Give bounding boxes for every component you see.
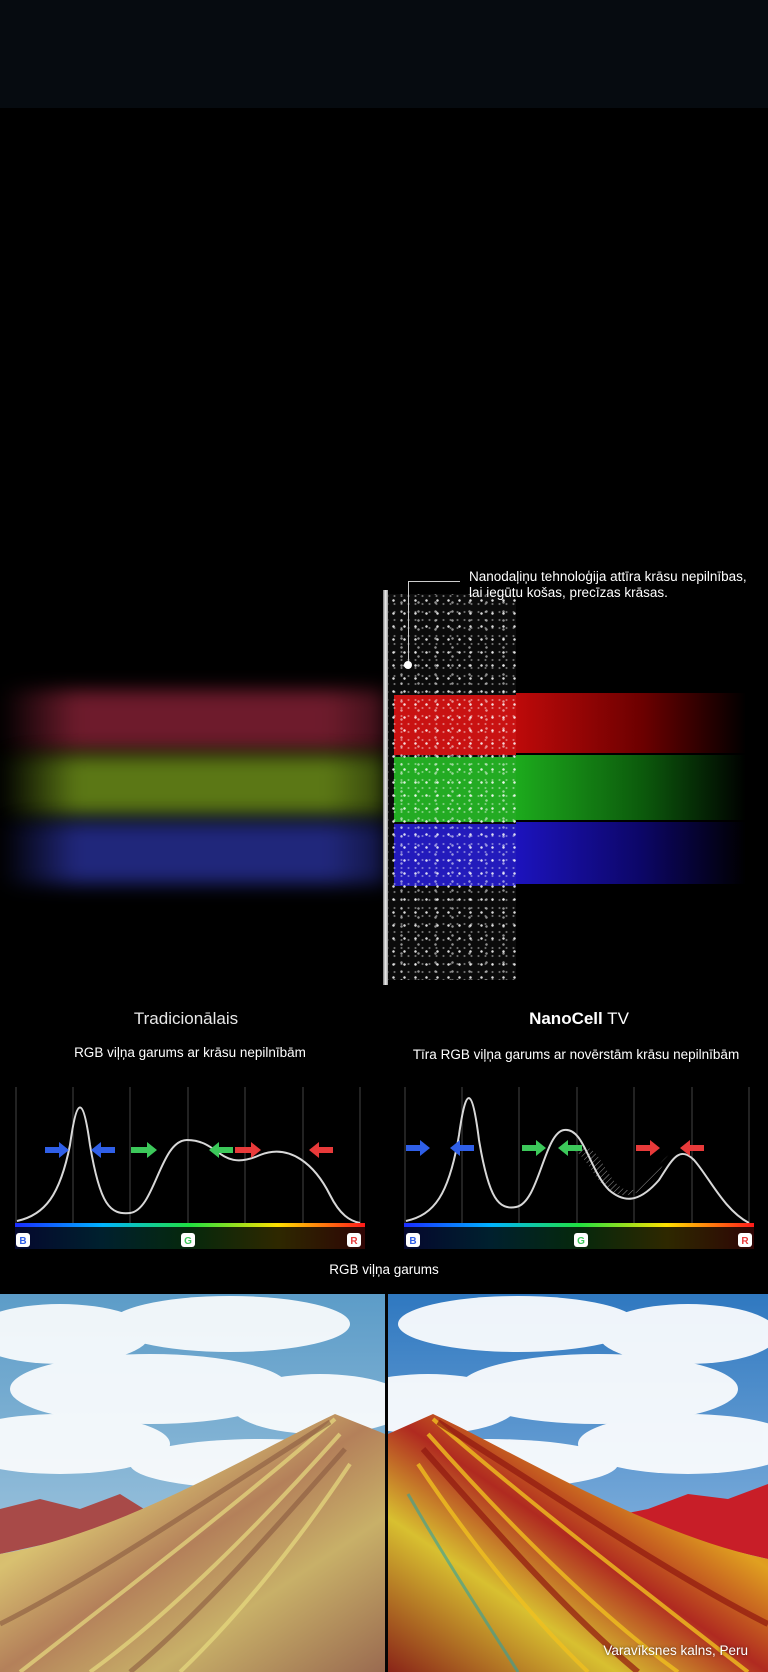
traditional-subtitle: RGB viļņa garums ar krāsu nepilnībām	[74, 1045, 306, 1060]
traditional-wavelength-graph: B G R	[15, 1085, 365, 1255]
axis-label-b-right: B	[409, 1236, 416, 1247]
filter-bar	[383, 590, 388, 985]
axis-label-g-left: G	[184, 1236, 192, 1247]
nanocell-arrows	[406, 1140, 704, 1156]
traditional-blue-band	[0, 822, 385, 884]
traditional-red-band	[0, 690, 385, 750]
callout-text: Nanodaļiņu tehnoloģija attīra krāsu nepi…	[469, 569, 747, 600]
callout-line	[408, 581, 460, 582]
axis-label-b-left: B	[19, 1236, 26, 1247]
nano-particle-panel	[388, 594, 516, 980]
axis-label-r-left: R	[350, 1236, 358, 1247]
nanocell-title: NanoCell TV	[390, 1009, 768, 1029]
nanocell-green-band	[516, 755, 746, 820]
traditional-arrows	[45, 1142, 333, 1158]
nanocell-red-band	[516, 693, 746, 753]
traditional-title: Tradicionālais	[133, 1009, 239, 1028]
callout-leader	[408, 581, 409, 665]
nanocell-subtitle: Tīra RGB viļņa garums ar novērstām krāsu…	[412, 1047, 740, 1062]
axis-label-r-right: R	[741, 1236, 749, 1247]
nanocell-title-brand: NanoCell	[529, 1009, 603, 1028]
nano-particles	[388, 594, 516, 980]
traditional-green-band	[0, 755, 385, 815]
axis-label-g-right: G	[577, 1236, 585, 1247]
photo-divider	[385, 1294, 388, 1672]
nanocell-title-rest: TV	[602, 1009, 629, 1028]
nanocell-wavelength-graph: B G R	[404, 1085, 754, 1255]
callout-dot	[404, 661, 412, 669]
axis-caption: RGB viļņa garums	[329, 1262, 439, 1277]
traditional-photo	[0, 1294, 385, 1672]
nanocell-photo	[388, 1294, 768, 1672]
nanocell-blue-band	[516, 822, 746, 884]
photo-caption: Varavīksnes kalns, Peru	[603, 1643, 748, 1658]
top-bar	[0, 0, 768, 108]
